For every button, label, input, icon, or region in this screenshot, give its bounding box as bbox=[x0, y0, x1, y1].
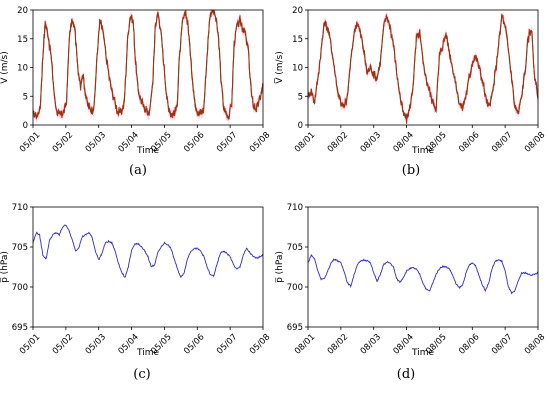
caption-d: (d) bbox=[396, 367, 416, 382]
y-tick-label-d-3: 710 bbox=[287, 203, 303, 213]
x-tick-label-d-1: 08/02 bbox=[326, 332, 350, 356]
x-tick-label-b-0: 08/01 bbox=[293, 130, 317, 154]
x-tick-label-b-5: 08/06 bbox=[457, 130, 481, 154]
plot-frame-d bbox=[307, 206, 539, 328]
x-tick-label-a-6: 05/07 bbox=[215, 130, 239, 154]
x-tick-label-c-2: 05/03 bbox=[84, 332, 108, 356]
y-tick-label-a-2: 10 bbox=[17, 64, 28, 74]
x-tick-label-d-0: 08/01 bbox=[293, 332, 317, 356]
x-tick-label-a-0: 05/01 bbox=[18, 130, 42, 154]
x-tick-label-d-6: 08/07 bbox=[490, 332, 514, 356]
x-tick-label-c-6: 05/07 bbox=[215, 332, 239, 356]
x-tick-label-a-2: 05/03 bbox=[84, 130, 108, 154]
plot-area-a bbox=[32, 9, 264, 125]
x-axis-label-a: Time bbox=[136, 146, 159, 156]
y-tick-label-c-1: 700 bbox=[12, 283, 28, 293]
x-axis-label-d: Time bbox=[411, 348, 434, 358]
caption-a: (a) bbox=[129, 163, 147, 178]
x-tick-label-a-7: 05/08 bbox=[248, 130, 272, 154]
x-tick-label-c-7: 05/08 bbox=[248, 332, 272, 356]
series-line-d bbox=[307, 254, 539, 295]
plot-area-c bbox=[32, 224, 264, 279]
y-tick-label-b-1: 5 bbox=[298, 92, 303, 102]
x-tick-label-b-2: 08/03 bbox=[359, 130, 383, 154]
x-tick-label-d-5: 08/06 bbox=[457, 332, 481, 356]
caption-c: (c) bbox=[133, 367, 151, 382]
y-tick-label-d-1: 700 bbox=[287, 283, 303, 293]
y-axis-label-c: p̅ (hPa) bbox=[0, 251, 10, 283]
x-axis-label-b: Time bbox=[411, 146, 434, 156]
y-tick-label-b-0: 0 bbox=[298, 121, 303, 131]
y-tick-label-d-2: 705 bbox=[287, 243, 303, 253]
y-axis-label-b: V̅ (m/s) bbox=[273, 51, 285, 84]
y-tick-label-c-0: 695 bbox=[12, 323, 28, 333]
x-tick-label-b-1: 08/02 bbox=[326, 130, 350, 154]
y-tick-label-b-3: 15 bbox=[292, 35, 303, 45]
y-tick-label-b-4: 20 bbox=[292, 6, 303, 16]
x-tick-label-d-2: 08/03 bbox=[359, 332, 383, 356]
y-tick-label-a-0: 0 bbox=[23, 121, 28, 131]
series-line-a bbox=[32, 9, 264, 121]
y-axis-label-d: p̅ (hPa) bbox=[275, 251, 285, 283]
x-tick-label-c-5: 05/06 bbox=[182, 332, 206, 356]
series-line-c bbox=[32, 224, 264, 279]
caption-b: (b) bbox=[401, 163, 421, 178]
x-tick-label-d-7: 08/08 bbox=[523, 332, 547, 356]
plot-frame-c bbox=[32, 206, 264, 328]
x-tick-label-a-1: 05/02 bbox=[51, 130, 75, 154]
x-tick-label-b-6: 08/07 bbox=[490, 130, 514, 154]
x-axis-label-c: Time bbox=[136, 348, 159, 358]
x-tick-label-c-1: 05/02 bbox=[51, 332, 75, 356]
y-tick-label-a-3: 15 bbox=[17, 35, 28, 45]
x-tick-label-b-7: 08/08 bbox=[523, 130, 547, 154]
y-tick-label-a-4: 20 bbox=[17, 6, 28, 16]
x-tick-label-a-5: 05/06 bbox=[182, 130, 206, 154]
plot-area-d bbox=[307, 254, 539, 295]
y-axis-label-a: V̅ (m/s) bbox=[0, 51, 10, 84]
y-tick-label-c-3: 710 bbox=[12, 203, 28, 213]
noise-line-a bbox=[32, 9, 264, 121]
y-tick-label-c-2: 705 bbox=[12, 243, 28, 253]
y-tick-label-a-1: 5 bbox=[23, 92, 28, 102]
x-tick-label-c-0: 05/01 bbox=[18, 332, 42, 356]
series-line-b bbox=[307, 13, 539, 122]
plot-area-b bbox=[307, 11, 539, 124]
y-tick-label-b-2: 10 bbox=[292, 64, 303, 74]
y-tick-label-d-0: 695 bbox=[287, 323, 303, 333]
